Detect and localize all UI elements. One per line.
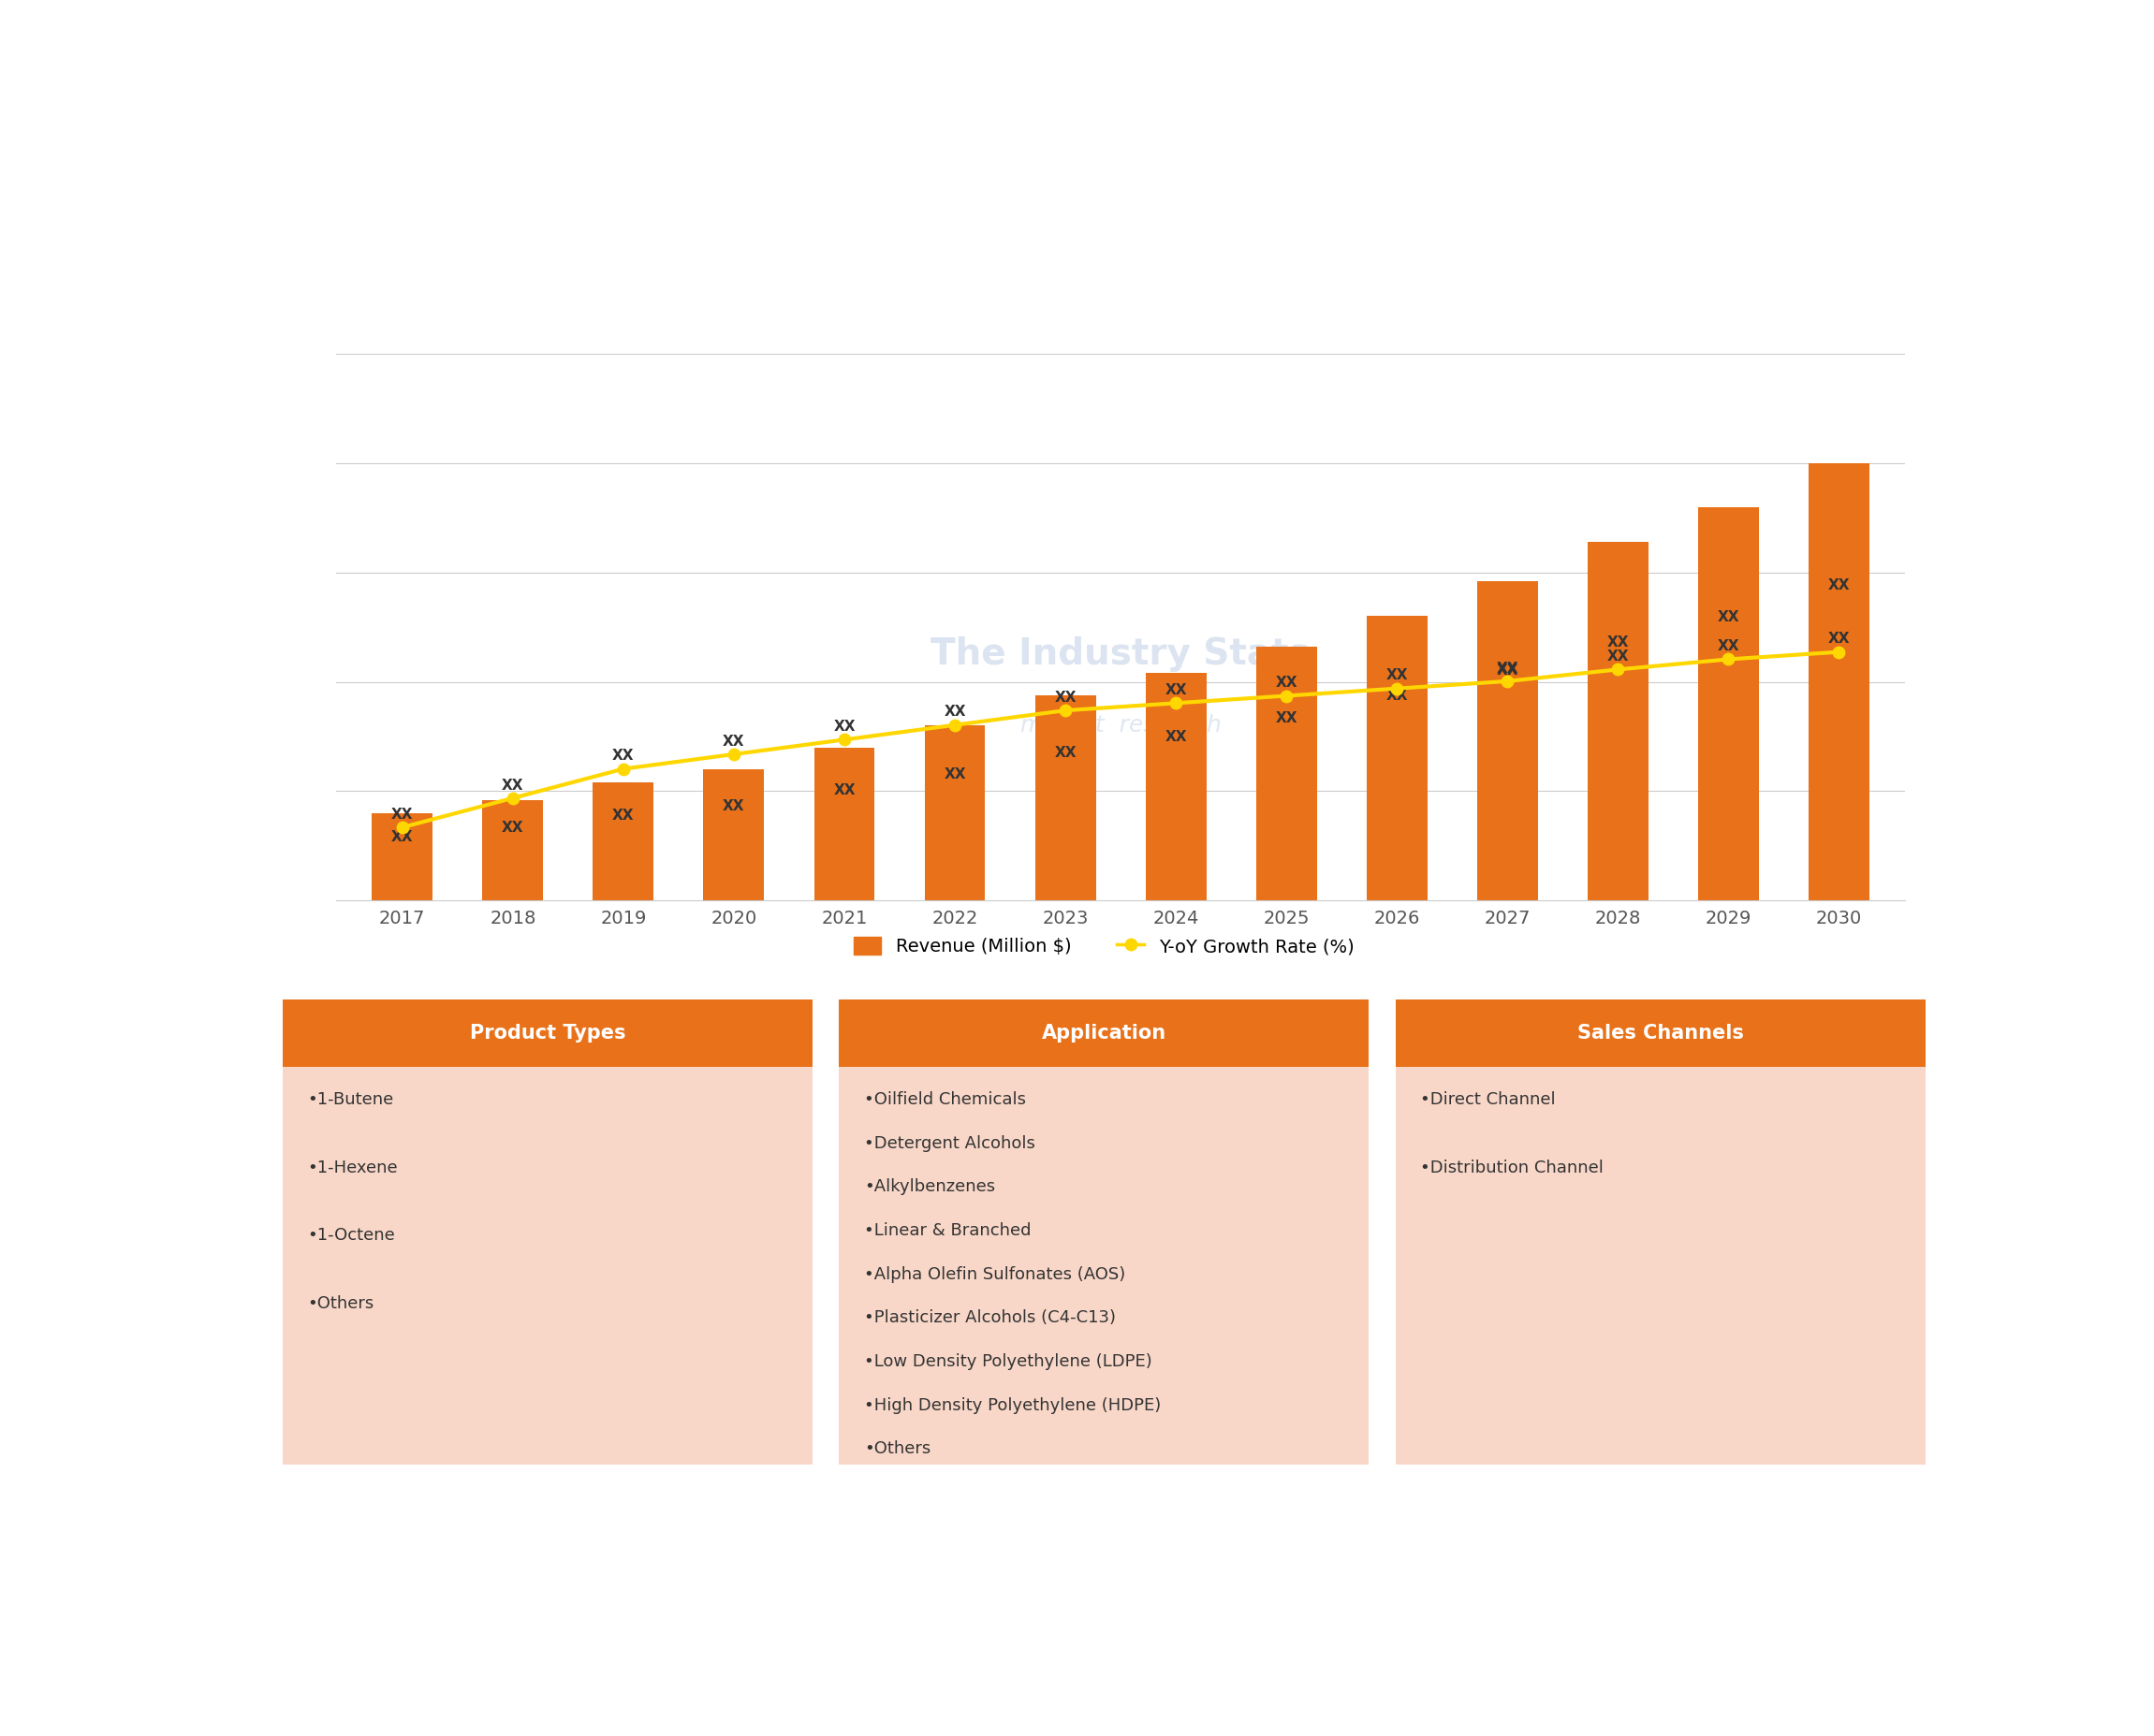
Text: XX: XX	[1385, 668, 1409, 682]
Text: •Direct Channel: •Direct Channel	[1419, 1092, 1555, 1108]
Text: XX: XX	[1053, 691, 1077, 705]
Text: •1-Octene: •1-Octene	[308, 1227, 396, 1245]
Text: Website: www.theindustrystats.com: Website: www.theindustrystats.com	[1603, 1498, 1921, 1516]
Text: XX: XX	[724, 734, 745, 748]
Text: Fig. Global Linear Alpha Olefins Market Status and Outlook: Fig. Global Linear Alpha Olefins Market …	[299, 236, 1249, 264]
Text: XX: XX	[1165, 684, 1187, 698]
Text: •Others: •Others	[308, 1295, 375, 1312]
Text: Product Types: Product Types	[470, 1024, 625, 1042]
Text: •Detergent Alcohols: •Detergent Alcohols	[864, 1135, 1036, 1151]
Text: Email: sales@theindustrystats.com: Email: sales@theindustrystats.com	[950, 1498, 1258, 1516]
FancyBboxPatch shape	[1396, 998, 1926, 1068]
Text: XX: XX	[1717, 639, 1740, 653]
Text: •Alpha Olefin Sulfonates (AOS): •Alpha Olefin Sulfonates (AOS)	[864, 1266, 1127, 1283]
Text: XX: XX	[834, 720, 855, 734]
FancyBboxPatch shape	[1396, 1068, 1926, 1465]
Text: •High Density Polyethylene (HDPE): •High Density Polyethylene (HDPE)	[864, 1397, 1161, 1413]
Text: XX: XX	[612, 748, 633, 764]
Text: •Others: •Others	[864, 1441, 931, 1457]
Text: Source: Theindustrystats Analysis: Source: Theindustrystats Analysis	[286, 1498, 586, 1516]
Text: •Oilfield Chemicals: •Oilfield Chemicals	[864, 1092, 1025, 1108]
Text: •Distribution Channel: •Distribution Channel	[1419, 1160, 1605, 1175]
FancyBboxPatch shape	[282, 998, 812, 1068]
Text: •Linear & Branched: •Linear & Branched	[864, 1222, 1032, 1240]
FancyBboxPatch shape	[282, 1068, 812, 1465]
Text: Sales Channels: Sales Channels	[1577, 1024, 1743, 1042]
Text: •1-Hexene: •1-Hexene	[308, 1160, 398, 1175]
Text: XX: XX	[943, 705, 965, 719]
Text: •1-Butene: •1-Butene	[308, 1092, 394, 1108]
Text: XX: XX	[1497, 661, 1519, 675]
Text: XX: XX	[1829, 632, 1850, 646]
Text: •Alkylbenzenes: •Alkylbenzenes	[864, 1179, 995, 1196]
Text: XX: XX	[502, 778, 523, 792]
Text: XX: XX	[1275, 675, 1297, 689]
Text: •Plasticizer Alcohols (C4-C13): •Plasticizer Alcohols (C4-C13)	[864, 1309, 1116, 1326]
Text: •Low Density Polyethylene (LDPE): •Low Density Polyethylene (LDPE)	[864, 1352, 1152, 1370]
FancyBboxPatch shape	[840, 998, 1368, 1068]
Text: XX: XX	[392, 807, 414, 821]
Text: Application: Application	[1043, 1024, 1165, 1042]
FancyBboxPatch shape	[840, 1068, 1368, 1465]
Text: XX: XX	[1607, 649, 1628, 663]
